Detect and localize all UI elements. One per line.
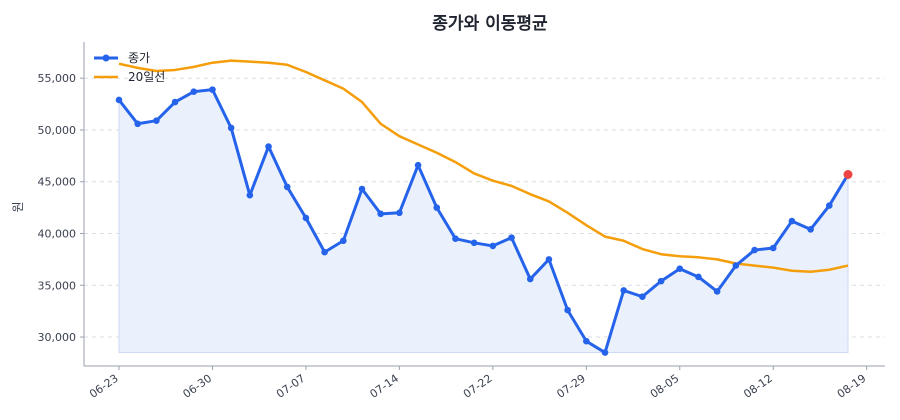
close-point xyxy=(769,244,777,252)
close-point xyxy=(134,120,141,128)
close-point xyxy=(620,287,627,294)
close-point xyxy=(190,88,198,95)
y-tick-label: 35,000 xyxy=(38,279,77,292)
ma20-line xyxy=(118,59,849,274)
x-tick-label: 08-12 xyxy=(741,372,775,401)
close-point xyxy=(489,242,497,250)
close-point xyxy=(564,306,571,314)
x-tick-label: 07-22 xyxy=(461,372,495,401)
close-point xyxy=(807,226,814,233)
x-tick-label: 07-14 xyxy=(367,372,401,401)
close-point xyxy=(227,124,235,132)
close-point xyxy=(321,248,328,256)
series-points xyxy=(115,86,853,356)
x-tick-label: 08-19 xyxy=(835,372,869,401)
axes xyxy=(83,42,885,367)
close-point xyxy=(526,275,534,283)
legend-label-ma20: 20일선 xyxy=(128,70,165,84)
legend: 종가 20일선 xyxy=(94,51,165,84)
y-tick-label: 30,000 xyxy=(38,331,77,344)
close-point xyxy=(732,262,740,269)
close-point xyxy=(265,143,272,150)
close-point xyxy=(340,237,347,245)
y-tick-label: 55,000 xyxy=(38,72,77,85)
close-point xyxy=(209,86,216,93)
close-point xyxy=(452,235,459,242)
x-ticks: 06-23 06-30 07-07 07-14 07-22 07-29 08-05 08-12… xyxy=(87,366,868,401)
x-tick-label: 08-05 xyxy=(648,372,682,401)
close-point xyxy=(601,349,609,356)
chart-title: 종가와 이동평균 xyxy=(432,14,548,34)
y-ticks: 30,000 35,000 40,000 45,000 50,000 55,000 xyxy=(38,72,84,344)
close-point xyxy=(377,210,384,218)
close-point xyxy=(751,246,758,254)
close-point xyxy=(358,185,366,193)
close-point xyxy=(433,204,441,211)
x-tick-label: 07-29 xyxy=(554,372,588,401)
close-point xyxy=(639,293,646,300)
close-point xyxy=(508,234,515,241)
close-line xyxy=(117,88,850,355)
y-tick-label: 50,000 xyxy=(38,124,77,137)
y-tick-label: 45,000 xyxy=(38,176,77,189)
close-point xyxy=(676,265,684,272)
close-point-latest xyxy=(843,169,853,179)
close-point xyxy=(171,98,179,106)
close-point xyxy=(396,209,403,217)
close-point xyxy=(826,202,833,209)
close-point xyxy=(657,277,665,285)
close-point xyxy=(470,239,478,247)
close-point xyxy=(695,273,702,281)
close-point xyxy=(713,288,721,295)
x-tick-label: 06-23 xyxy=(87,372,121,401)
close-point xyxy=(246,191,254,199)
close-point xyxy=(414,161,422,169)
legend-label-close: 종가 xyxy=(128,51,150,65)
close-point xyxy=(115,96,123,104)
close-point xyxy=(302,214,310,222)
y-tick-label: 40,000 xyxy=(38,228,77,241)
close-point xyxy=(153,117,160,124)
close-point xyxy=(583,337,590,345)
close-point xyxy=(545,256,553,263)
y-axis-label: 원 xyxy=(11,201,25,212)
series-lines xyxy=(117,59,850,355)
x-tick-label: 06-30 xyxy=(181,372,215,401)
close-point xyxy=(788,217,796,225)
close-point xyxy=(283,183,291,191)
legend-marker-close xyxy=(102,54,110,62)
x-tick-label: 07-07 xyxy=(274,372,308,401)
